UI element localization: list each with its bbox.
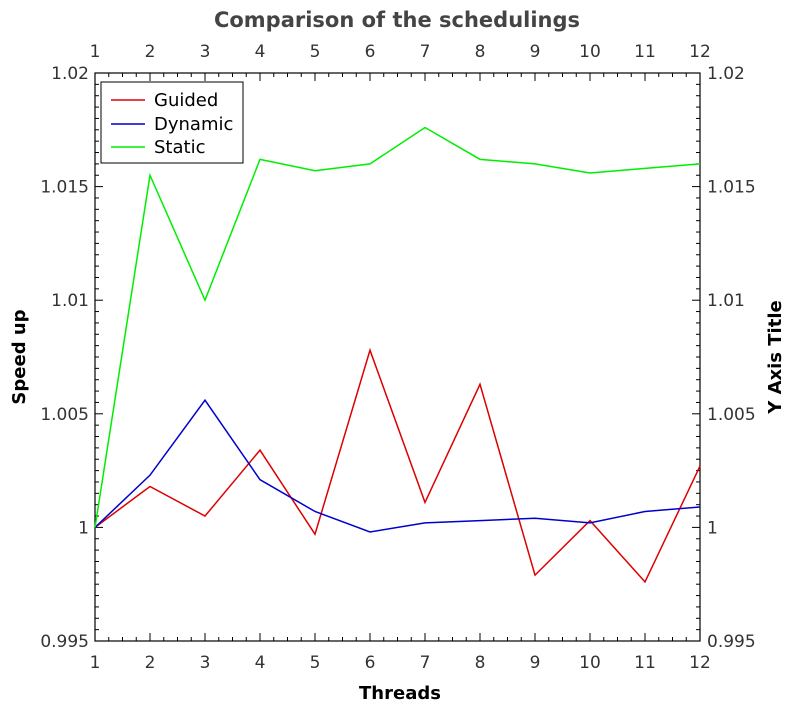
legend-label-guided: Guided	[154, 90, 218, 111]
x-tick-label: 4	[255, 653, 266, 673]
legend-label-dynamic: Dynamic	[154, 114, 233, 135]
x-tick-label: 2	[145, 653, 156, 673]
legend: Guided Dynamic Static	[100, 81, 244, 164]
x-tick-label: 1	[90, 653, 101, 673]
x-tick-label-top: 8	[475, 42, 486, 62]
legend-label-static: Static	[154, 137, 205, 158]
series-line-guided	[94, 347, 701, 584]
x-tick-label-top: 9	[530, 42, 541, 62]
x-tick-label: 10	[579, 653, 601, 673]
y-axis-label: Speed up	[9, 309, 30, 404]
x-tick-label: 3	[200, 653, 211, 673]
x-tick-label-top: 7	[420, 42, 431, 62]
chart-title: Comparison of the schedulings	[214, 8, 580, 32]
y-tick-label: 1.015	[40, 178, 89, 198]
x-tick-label-top: 4	[255, 42, 266, 62]
y-tick-label-right: 1.02	[707, 64, 745, 84]
x-tick-label-top: 5	[310, 42, 321, 62]
x-tick-label-top: 11	[634, 42, 656, 62]
series-line-dynamic	[94, 398, 701, 533]
y-tick-label-right: 1.005	[707, 405, 756, 425]
y-tick-label: 1	[78, 518, 89, 538]
y-tick-label: 0.995	[40, 632, 89, 652]
x-tick-label-top: 12	[689, 42, 711, 62]
x-tick-label-top: 6	[365, 42, 376, 62]
y-tick-label: 1.02	[51, 64, 89, 84]
x-tick-label-top: 3	[200, 42, 211, 62]
x-tick-label: 11	[634, 653, 656, 673]
series-lines	[94, 126, 701, 584]
legend-box	[100, 81, 244, 164]
series-line-static	[94, 126, 701, 528]
x-tick-label: 7	[420, 653, 431, 673]
x-tick-label: 5	[310, 653, 321, 673]
y-tick-label-right: 1.01	[707, 291, 745, 311]
y-tick-label: 1.01	[51, 291, 89, 311]
y-tick-label: 1.005	[40, 405, 89, 425]
y-tick-label-right: 1	[707, 518, 718, 538]
y-tick-label-right: 1.015	[707, 178, 756, 198]
x-tick-label-top: 10	[579, 42, 601, 62]
y-tick-label-right: 0.995	[707, 632, 756, 652]
x-tick-label: 9	[530, 653, 541, 673]
x-tick-label-top: 2	[145, 42, 156, 62]
x-tick-label: 12	[689, 653, 711, 673]
x-tick-label-top: 1	[90, 42, 101, 62]
x-tick-label: 6	[365, 653, 376, 673]
x-axis-label: Threads	[359, 683, 441, 704]
x-tick-label: 8	[475, 653, 486, 673]
y2-axis-label: Y Axis Title	[765, 300, 786, 414]
